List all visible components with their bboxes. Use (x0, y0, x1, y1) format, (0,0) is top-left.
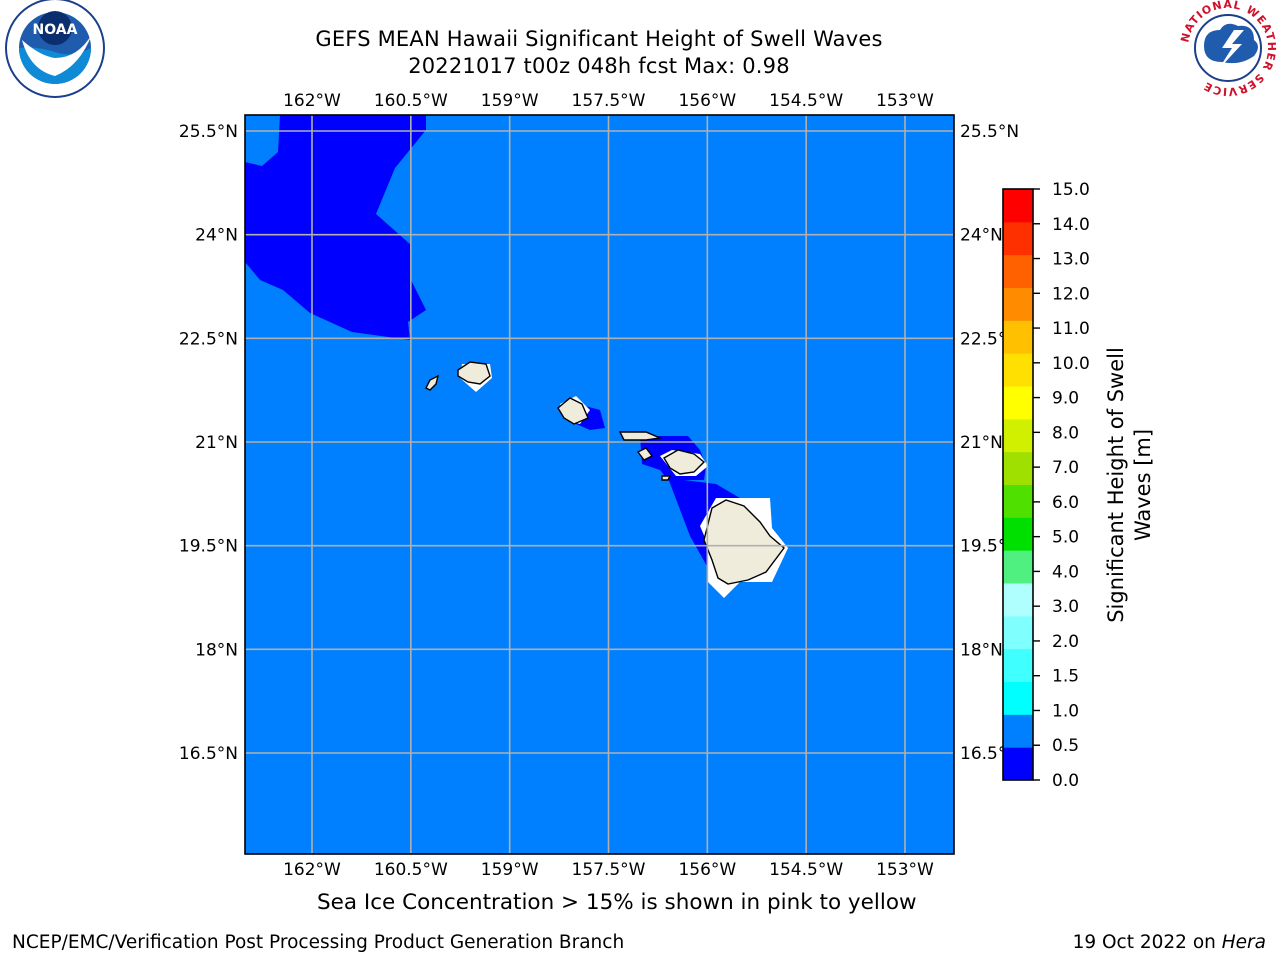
map-frame (244, 114, 955, 855)
colorbar-swatch (1003, 254, 1033, 288)
colorbar-tick-label: 3.0 (1052, 597, 1079, 617)
island-niihau (425, 374, 440, 391)
colorbar-swatch (1003, 451, 1033, 485)
colorbar-tick-label: 9.0 (1052, 389, 1079, 409)
lon-tick-label-top: 154.5°W (769, 91, 843, 111)
colorbar-tick-label: 8.0 (1052, 423, 1079, 443)
colorbar-tick-label: 10.0 (1052, 354, 1090, 374)
lon-tick-label-top: 162°W (283, 91, 341, 111)
colorbar-swatch (1003, 648, 1033, 682)
run-date-text: 19 Oct 2022 on Hera (1073, 932, 1266, 953)
colorbar-tick-label: 5.0 (1052, 528, 1079, 548)
colorbar-label-line2: Waves [m] (1131, 429, 1155, 541)
noaa-logo-icon: NOAA (5, 0, 105, 98)
colorbar-swatch (1003, 583, 1033, 617)
colorbar-label-line1: Significant Height of Swell (1104, 347, 1128, 623)
lat-tick-label-left: 25.5°N (179, 122, 238, 142)
colorbar-swatch (1003, 287, 1033, 321)
island-oahu (557, 397, 589, 425)
colorbar-swatch (1003, 615, 1033, 650)
lon-tick-label-bottom: 162°W (283, 860, 341, 880)
lat-tick-label-left: 21°N (195, 433, 238, 453)
colorbar-swatch (1003, 386, 1033, 420)
island-kauai (457, 361, 491, 385)
sea-ice-note: Sea Ice Concentration > 15% is shown in … (317, 890, 917, 915)
lon-tick-label-bottom: 159°W (481, 860, 539, 880)
lon-tick-label-top: 156°W (678, 91, 736, 111)
chart-title: GEFS MEAN Hawaii Significant Height of S… (315, 27, 883, 51)
colorbar-swatch (1003, 353, 1033, 387)
lon-tick-label-top: 159°W (481, 91, 539, 111)
colorbar-tick-label: 14.0 (1052, 215, 1090, 235)
lat-tick-label-left: 16.5°N (179, 744, 238, 764)
colorbar-swatch (1003, 189, 1033, 223)
colorbar-tick-label: 11.0 (1052, 319, 1090, 339)
colorbar-tick-label: 6.0 (1052, 493, 1079, 513)
low-swell-region-northwest (245, 115, 426, 340)
islands (425, 361, 785, 585)
credit-text: NCEP/EMC/Verification Post Processing Pr… (12, 932, 625, 953)
lat-tick-label-right: 25.5°N (960, 122, 1019, 142)
colorbar: 0.0 0.5 1.0 1.5 2.0 3.0 4.0 5.0 6.0 7.0 8.0 9.0 10.0… (1002, 180, 1090, 791)
lat-tick-label-right: 18°N (960, 640, 1003, 660)
noaa-logo-text: NOAA (33, 22, 78, 38)
lat-tick-label-left: 18°N (195, 640, 238, 660)
colorbar-tick-label: 15.0 (1052, 180, 1090, 200)
island-maui (663, 449, 706, 475)
colorbar-tick-label: 0.5 (1052, 736, 1079, 756)
island-kahoolawe (661, 475, 672, 481)
lat-tick-label-right: 24°N (960, 226, 1003, 246)
lon-tick-label-top: 160.5°W (374, 91, 448, 111)
island-lanai (636, 447, 654, 461)
colorbar-swatch (1003, 484, 1033, 518)
host-name: Hera (1221, 932, 1266, 953)
colorbar-swatch (1003, 320, 1033, 354)
lon-tick-label-bottom: 157.5°W (572, 860, 646, 880)
graticule (245, 115, 954, 854)
colorbar-swatch (1003, 418, 1033, 453)
colorbar-swatch (1003, 550, 1033, 584)
colorbar-tick-label: 0.0 (1052, 771, 1079, 791)
lat-tick-label-left: 24°N (195, 226, 238, 246)
lat-tick-label-left: 22.5°N (179, 329, 238, 349)
colorbar-tick-label: 1.5 (1052, 667, 1079, 687)
run-date: 19 Oct 2022 on (1072, 932, 1222, 953)
island-hawaii (703, 499, 785, 585)
lon-tick-label-top: 153°W (876, 91, 934, 111)
lon-tick-label-bottom: 160.5°W (374, 860, 448, 880)
lon-tick-label-bottom: 153°W (876, 860, 934, 880)
colorbar-swatch (1003, 517, 1033, 551)
colorbar-tick-label: 2.0 (1052, 632, 1079, 652)
lat-tick-label-right: 21°N (960, 433, 1003, 453)
lat-tick-label-left: 19.5°N (179, 537, 238, 557)
lon-tick-label-bottom: 156°W (678, 860, 736, 880)
colorbar-swatch (1003, 714, 1033, 748)
lon-tick-label-bottom: 154.5°W (769, 860, 843, 880)
chart-subtitle: 20221017 t00z 048h fcst Max: 0.98 (408, 54, 790, 78)
colorbar-tick-label: 7.0 (1052, 458, 1079, 478)
colorbar-tick-label: 12.0 (1052, 284, 1090, 304)
colorbar-tick-label: 4.0 (1052, 562, 1079, 582)
lon-tick-label-top: 157.5°W (572, 91, 646, 111)
colorbar-swatch (1003, 747, 1033, 781)
colorbar-swatch (1003, 221, 1033, 256)
nws-logo-icon: NATIONAL WEATHER SERVICE (1178, 0, 1277, 98)
colorbar-frame (1002, 188, 1034, 781)
colorbar-swatch (1003, 681, 1033, 715)
colorbar-tick-label: 13.0 (1052, 250, 1090, 270)
low-swell-region-northwest-cut (245, 115, 280, 166)
island-molokai (618, 431, 663, 441)
colorbar-tick-label: 1.0 (1052, 701, 1079, 721)
map-field (245, 115, 954, 854)
